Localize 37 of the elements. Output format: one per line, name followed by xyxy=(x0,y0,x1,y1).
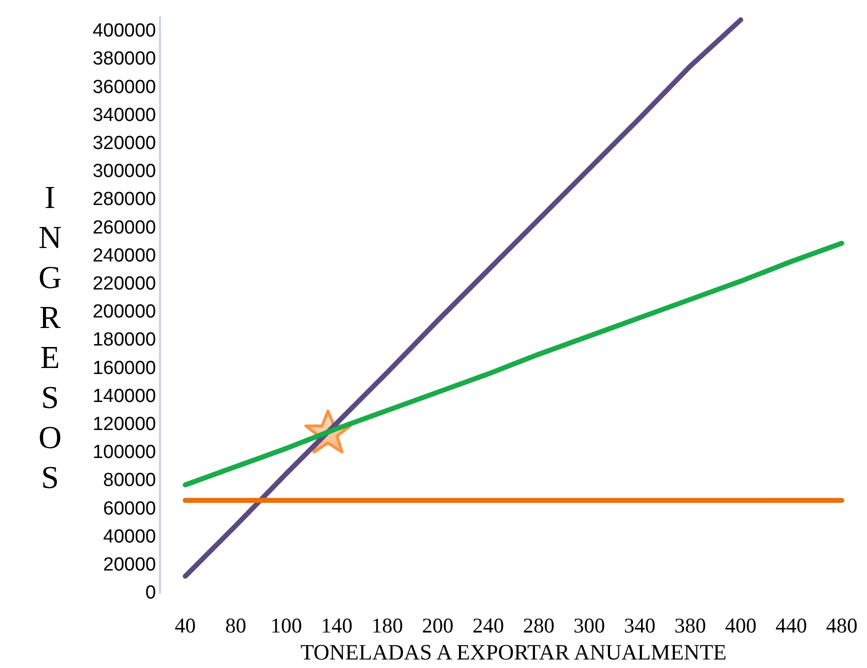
x-tick-label: 340 xyxy=(624,614,656,638)
y-tick-label: 260000 xyxy=(92,217,156,238)
x-tick-label: 180 xyxy=(372,614,403,638)
x-tick-label: 140 xyxy=(321,614,352,638)
y-tick-label: 380000 xyxy=(92,48,156,70)
y-tick-label: 400000 xyxy=(92,20,156,42)
y-tick-label: 120000 xyxy=(92,414,156,435)
y-tick-label: 320000 xyxy=(92,132,156,154)
x-tick-label: 200 xyxy=(422,614,454,638)
x-tick-label: 40 xyxy=(174,614,196,638)
y-tick-label: 240000 xyxy=(92,245,156,266)
x-axis-title: TONELADAS A EXPORTAR ANUALMENTE xyxy=(300,640,727,664)
y-tick-label: 80000 xyxy=(103,470,156,492)
y-tick-label: 100000 xyxy=(92,442,156,464)
x-tick-label: 480 xyxy=(826,614,858,638)
y-tick-label: 360000 xyxy=(92,76,156,98)
x-tick-label: 300 xyxy=(574,614,605,638)
y-tick-label: 280000 xyxy=(92,189,156,210)
x-tick-label: 440 xyxy=(776,614,807,638)
x-tick-label: 400 xyxy=(725,614,756,638)
y-tick-label: 0 xyxy=(145,582,156,604)
y-axis-title: INGRESOS xyxy=(38,179,62,495)
y-tick-label: 180000 xyxy=(92,330,156,351)
x-tick-label: 380 xyxy=(674,614,706,638)
y-tick-label: 20000 xyxy=(103,554,156,576)
y-tick-label: 200000 xyxy=(92,302,156,323)
y-tick-label: 340000 xyxy=(92,104,156,126)
y-tick-label: 300000 xyxy=(92,161,156,182)
y-tick-label: 40000 xyxy=(103,526,156,548)
x-tick-label: 240 xyxy=(472,614,504,638)
y-tick-label: 60000 xyxy=(103,498,156,520)
x-tick-label: 100 xyxy=(270,614,302,638)
y-tick-label: 160000 xyxy=(92,358,156,379)
x-tick-label: 80 xyxy=(225,614,246,638)
y-tick-label: 140000 xyxy=(92,386,156,407)
y-tick-label: 220000 xyxy=(92,273,156,294)
x-tick-label: 280 xyxy=(523,614,554,638)
